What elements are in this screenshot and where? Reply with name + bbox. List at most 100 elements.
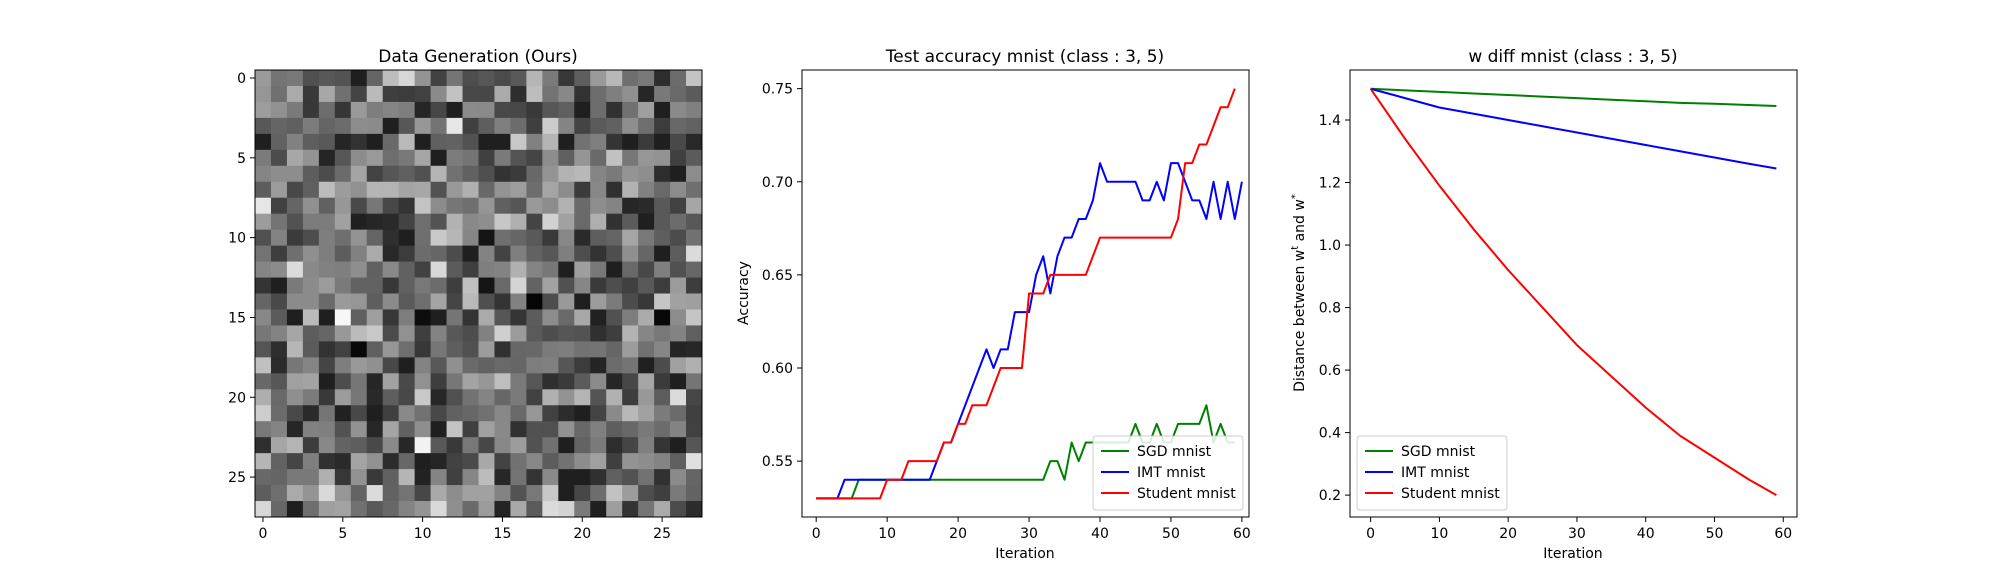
series-line-student-mnist	[816, 88, 1236, 500]
heatmap-cell	[510, 213, 527, 231]
heatmap-cell	[670, 197, 687, 215]
heatmap-cell	[430, 405, 447, 422]
heatmap-cell	[446, 117, 463, 135]
heatmap-cell	[510, 309, 527, 326]
heatmap-cell	[286, 229, 304, 246]
heatmap-cell	[526, 453, 543, 470]
heatmap-cell	[494, 325, 511, 342]
heatmap-cell	[286, 117, 304, 135]
wdiff-ylabel-sup1: t	[1290, 246, 1301, 250]
heatmap-cell	[366, 357, 384, 374]
heatmap-cell	[590, 437, 607, 454]
heatmap-cell	[606, 293, 623, 310]
ytick-label: 0.6	[1319, 363, 1341, 379]
heatmap-cell	[542, 373, 559, 390]
legend-label: SGD mnist	[1137, 444, 1212, 460]
heatmap-cell	[430, 261, 447, 278]
heatmap-cell	[350, 213, 368, 231]
heatmap-cell	[686, 373, 703, 390]
heatmap-cell	[654, 197, 671, 215]
heatmap-cell	[558, 389, 575, 406]
heatmap-cell	[494, 501, 511, 518]
heatmap-cell	[286, 309, 304, 326]
heatmap-cell	[542, 85, 559, 103]
heatmap-cell	[670, 341, 687, 358]
heatmap-cell	[446, 357, 463, 374]
heatmap-cell	[478, 437, 495, 454]
heatmap-cell	[446, 277, 463, 294]
heatmap-cell	[670, 181, 687, 199]
heatmap-cell	[382, 309, 400, 326]
heatmap-cell	[654, 437, 671, 454]
heatmap-cell	[638, 309, 655, 326]
heatmap-xtick-label: 20	[573, 526, 591, 542]
heatmap-cell	[334, 70, 352, 87]
heatmap-cell	[686, 405, 703, 422]
heatmap-cell	[606, 453, 623, 470]
heatmap-cell	[478, 309, 495, 326]
heatmap-cell	[510, 245, 527, 262]
heatmap-cell	[622, 325, 639, 342]
heatmap-cell	[494, 213, 511, 231]
heatmap-cell	[286, 293, 304, 310]
heatmap-cell	[255, 165, 272, 183]
heatmap-cell	[350, 229, 368, 246]
heatmap-cell	[574, 277, 591, 294]
heatmap-cell	[334, 85, 352, 103]
heatmap-cell	[670, 373, 687, 390]
ytick-label: 1.2	[1319, 176, 1341, 192]
heatmap-cell	[670, 261, 687, 278]
heatmap-cell	[622, 453, 639, 470]
heatmap-cell	[606, 309, 623, 326]
heatmap-cell	[334, 197, 352, 215]
heatmap-cell	[255, 421, 272, 438]
heatmap-cell	[654, 277, 671, 294]
heatmap-cell	[686, 101, 703, 119]
legend-label: Student mnist	[1137, 486, 1236, 502]
heatmap-cell	[510, 277, 527, 294]
heatmap-cell	[270, 485, 288, 502]
heatmap-cell	[590, 293, 607, 310]
heatmap-cell	[622, 469, 639, 486]
heatmap-cell	[686, 181, 703, 199]
heatmap-cell	[334, 117, 352, 135]
heatmap-cell	[542, 341, 559, 358]
heatmap-cell	[574, 117, 591, 135]
heatmap-cell	[414, 485, 431, 502]
heatmap-cell	[398, 197, 416, 215]
heatmap-cell	[686, 149, 703, 167]
heatmap-cell	[558, 117, 575, 135]
xtick-label: 60	[1233, 526, 1251, 542]
heatmap-cell	[430, 341, 447, 358]
heatmap-cell	[526, 229, 543, 246]
heatmap-cell	[574, 181, 591, 199]
heatmap-cell	[446, 389, 463, 406]
heatmap-cell	[510, 101, 527, 119]
heatmap-cell	[270, 469, 288, 486]
heatmap-cell	[654, 421, 671, 438]
heatmap-cell	[686, 293, 703, 310]
heatmap-cell	[542, 437, 559, 454]
wdiff-ylabel: Distance between wt and w*	[1290, 194, 1308, 392]
heatmap-cell	[302, 325, 320, 342]
heatmap-cell	[478, 117, 495, 135]
heatmap-cell	[670, 229, 687, 246]
heatmap-cell	[286, 373, 304, 390]
ytick-label: 0.65	[762, 268, 793, 284]
legend-label: SGD mnist	[1401, 444, 1476, 460]
heatmap-cell	[430, 165, 447, 183]
heatmap-cell	[350, 501, 368, 518]
heatmap-cell	[654, 325, 671, 342]
heatmap-cell	[414, 245, 431, 262]
heatmap-cell	[350, 85, 368, 103]
heatmap-cell	[638, 293, 655, 310]
heatmap-cell	[255, 261, 272, 278]
heatmap-cell	[318, 213, 336, 231]
heatmap-cell	[654, 485, 671, 502]
heatmap-cell	[366, 149, 384, 167]
heatmap-cell	[462, 70, 479, 87]
heatmap-cell	[686, 437, 703, 454]
heatmap-cell	[382, 181, 400, 199]
heatmap-cell	[574, 85, 591, 103]
heatmap-cell	[382, 389, 400, 406]
